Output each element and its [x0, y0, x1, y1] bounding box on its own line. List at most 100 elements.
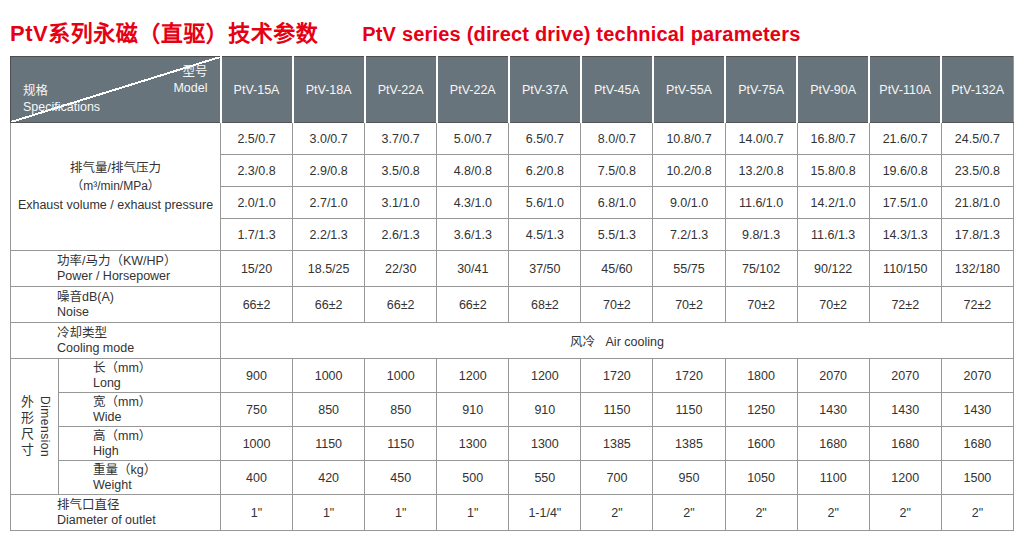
corner-spec-label: 规格 Specifications — [23, 83, 100, 116]
value-cell: 13.2/0.8 — [725, 155, 797, 187]
value-cell: 1" — [365, 495, 437, 531]
value-cell: 55/75 — [653, 251, 725, 287]
value-cell: 3.1/1.0 — [365, 187, 437, 219]
value-cell: 4.8/0.8 — [437, 155, 509, 187]
value-cell: 420 — [293, 461, 365, 495]
value-cell: 70±2 — [653, 287, 725, 323]
value-cell: 5.0/0.7 — [437, 123, 509, 155]
value-cell: 950 — [653, 461, 725, 495]
exhaust-label: 排气量/排气压力 （m³/min/MPa） Exhaust volume / e… — [11, 123, 221, 251]
value-cell: 90/122 — [797, 251, 869, 287]
value-cell: 4.5/1.3 — [509, 219, 581, 251]
value-cell: 9.0/1.0 — [653, 187, 725, 219]
value-cell: 72±2 — [941, 287, 1013, 323]
dimension-weight-row: 重量（kg） Weight 40042045050055070095010501… — [11, 461, 1014, 495]
value-cell: 17.5/1.0 — [869, 187, 941, 219]
title-chinese: PtV系列永磁（直驱）技术参数 — [10, 15, 318, 47]
value-cell: 1250 — [725, 393, 797, 427]
value-cell: 2.5/0.7 — [221, 123, 293, 155]
value-cell: 9.8/1.3 — [725, 219, 797, 251]
dimension-wide-row: 宽（mm） Wide 75085085091091011501150125014… — [11, 393, 1014, 427]
value-cell: 15/20 — [221, 251, 293, 287]
model-header-cell: PtV-75A — [725, 57, 797, 123]
model-header-cell: PtV-37A — [509, 57, 581, 123]
value-cell: 2.0/1.0 — [221, 187, 293, 219]
dimension-high-row: 高（mm） High 10001150115013001300138513851… — [11, 427, 1014, 461]
value-cell: 30/41 — [437, 251, 509, 287]
value-cell: 1680 — [797, 427, 869, 461]
value-cell: 3.0/0.7 — [293, 123, 365, 155]
value-cell: 24.5/0.7 — [941, 123, 1013, 155]
value-cell: 2.3/0.8 — [221, 155, 293, 187]
noise-row: 噪音dB(A) Noise 66±266±266±266±268±270±270… — [11, 287, 1014, 323]
value-cell: 1.7/1.3 — [221, 219, 293, 251]
value-cell: 10.2/0.8 — [653, 155, 725, 187]
value-cell: 550 — [509, 461, 581, 495]
value-cell: 1" — [437, 495, 509, 531]
value-cell: 110/150 — [869, 251, 941, 287]
value-cell: 2" — [941, 495, 1013, 531]
title-english: PtV series (direct drive) technical para… — [362, 23, 800, 46]
value-cell: 22/30 — [365, 251, 437, 287]
outlet-label: 排气口直径 Diameter of outlet — [11, 495, 221, 531]
value-cell: 2070 — [869, 359, 941, 393]
value-cell: 2" — [869, 495, 941, 531]
value-cell: 1430 — [941, 393, 1013, 427]
value-cell: 2.2/1.3 — [293, 219, 365, 251]
value-cell: 11.6/1.3 — [797, 219, 869, 251]
wide-label: 宽（mm） Wide — [59, 393, 221, 427]
value-cell: 400 — [221, 461, 293, 495]
value-cell: 1000 — [365, 359, 437, 393]
value-cell: 70±2 — [797, 287, 869, 323]
value-cell: 1800 — [725, 359, 797, 393]
value-cell: 72±2 — [869, 287, 941, 323]
value-cell: 19.6/0.8 — [869, 155, 941, 187]
value-cell: 7.5/0.8 — [581, 155, 653, 187]
value-cell: 1000 — [221, 427, 293, 461]
value-cell: 21.8/1.0 — [941, 187, 1013, 219]
weight-label: 重量（kg） Weight — [59, 461, 221, 495]
value-cell: 1200 — [869, 461, 941, 495]
value-cell: 1720 — [653, 359, 725, 393]
value-cell: 1430 — [869, 393, 941, 427]
value-cell: 850 — [293, 393, 365, 427]
value-cell: 15.8/0.8 — [797, 155, 869, 187]
cooling-value: 风冷 Air cooling — [221, 323, 1014, 359]
value-cell: 1050 — [725, 461, 797, 495]
value-cell: 8.0/0.7 — [581, 123, 653, 155]
value-cell: 6.2/0.8 — [509, 155, 581, 187]
value-cell: 1200 — [509, 359, 581, 393]
value-cell: 37/50 — [509, 251, 581, 287]
value-cell: 66±2 — [221, 287, 293, 323]
value-cell: 2070 — [797, 359, 869, 393]
model-header-cell: PtV-132A — [941, 57, 1013, 123]
value-cell: 66±2 — [365, 287, 437, 323]
value-cell: 2.7/1.0 — [293, 187, 365, 219]
value-cell: 3.7/0.7 — [365, 123, 437, 155]
value-cell: 1680 — [869, 427, 941, 461]
value-cell: 1385 — [653, 427, 725, 461]
value-cell: 1100 — [797, 461, 869, 495]
value-cell: 1720 — [581, 359, 653, 393]
value-cell: 750 — [221, 393, 293, 427]
value-cell: 17.8/1.3 — [941, 219, 1013, 251]
outlet-row: 排气口直径 Diameter of outlet 1"1"1"1"1-1/4"2… — [11, 495, 1014, 531]
value-cell: 16.8/0.7 — [797, 123, 869, 155]
value-cell: 1150 — [365, 427, 437, 461]
value-cell: 2.9/0.8 — [293, 155, 365, 187]
value-cell: 70±2 — [581, 287, 653, 323]
value-cell: 1430 — [797, 393, 869, 427]
value-cell: 900 — [221, 359, 293, 393]
model-header-cell: PtV-55A — [653, 57, 725, 123]
value-cell: 14.3/1.3 — [869, 219, 941, 251]
power-row: 功率/马力（KW/HP） Power / Horsepower 15/2018.… — [11, 251, 1014, 287]
value-cell: 21.6/0.7 — [869, 123, 941, 155]
value-cell: 4.3/1.0 — [437, 187, 509, 219]
value-cell: 2" — [725, 495, 797, 531]
value-cell: 6.8/1.0 — [581, 187, 653, 219]
value-cell: 6.5/0.7 — [509, 123, 581, 155]
exhaust-row-1: 排气量/排气压力 （m³/min/MPa） Exhaust volume / e… — [11, 123, 1014, 155]
value-cell: 1600 — [725, 427, 797, 461]
model-header-cell: PtV-90A — [797, 57, 869, 123]
dimension-group-label: 外形尺寸 Dimension — [11, 359, 59, 495]
